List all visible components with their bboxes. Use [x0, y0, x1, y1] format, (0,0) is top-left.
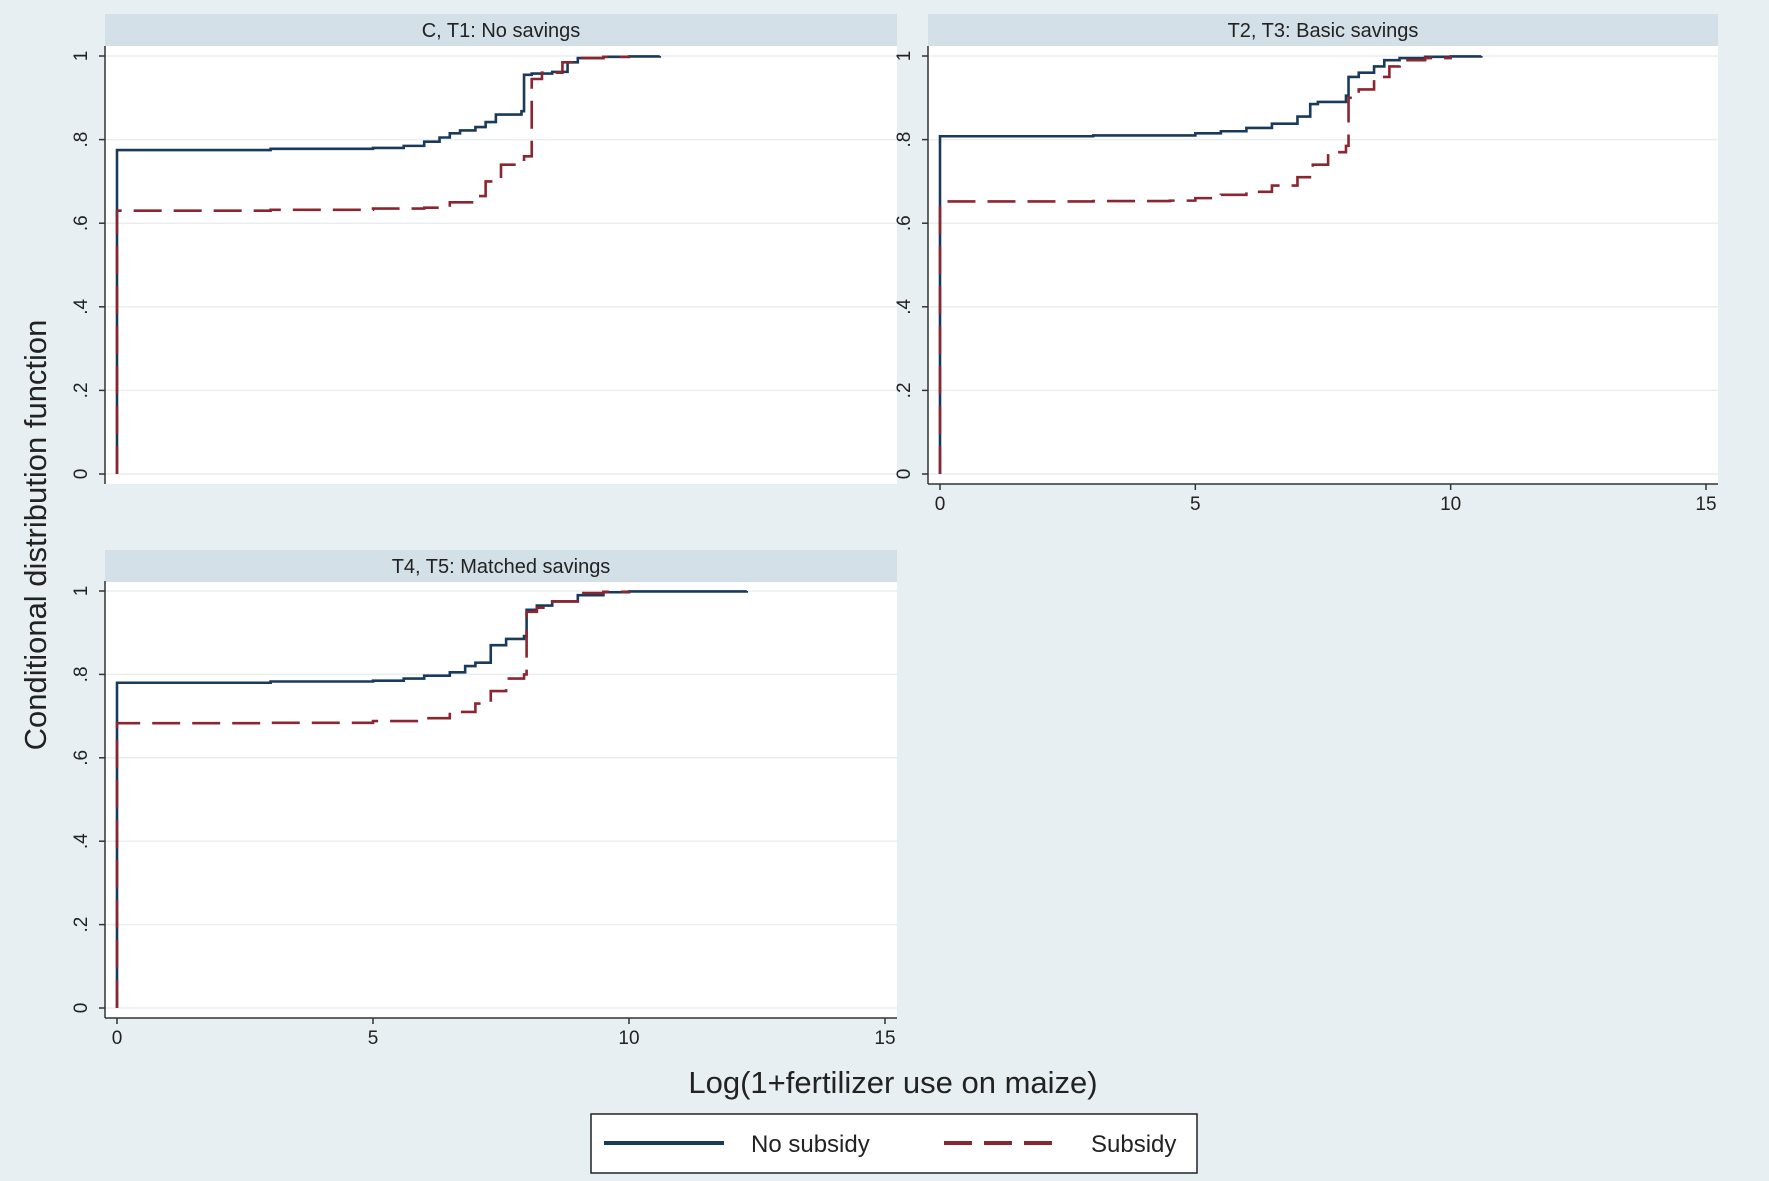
series-line-subsidy: [115, 590, 631, 1008]
y-tick-label: 0: [71, 469, 92, 480]
y-tick-label: .4: [71, 298, 92, 314]
legend: No subsidy Subsidy: [590, 1113, 1198, 1174]
series-line-no-subsidy: [938, 55, 1483, 474]
x-axis-label: Log(1+fertilizer use on maize): [688, 1065, 1097, 1100]
plot-area: [928, 46, 1718, 484]
panel-title-strip: [105, 550, 897, 582]
panel-title: C, T1: No savings: [422, 20, 581, 42]
x-tick-label: 5: [368, 1028, 379, 1049]
x-tick-label: 10: [1440, 494, 1461, 515]
series-line-no-subsidy: [115, 590, 749, 1008]
panels: C, T1: No savings 0 .2 .4 .6 .8 1 T2, T3: Basic…: [71, 14, 1718, 1049]
x-tick-label: 5: [1190, 494, 1201, 515]
y-tick-label: .8: [894, 132, 915, 148]
y-tick-label: .8: [71, 666, 92, 682]
y-tick-label: .8: [71, 132, 92, 148]
plot-area: [105, 46, 897, 484]
y-tick-label: .6: [71, 750, 92, 766]
legend-label-no-subsidy: No subsidy: [751, 1131, 870, 1158]
y-tick-label: .4: [71, 833, 92, 849]
x-tick-label: 0: [112, 1028, 123, 1049]
y-tick-label: .6: [71, 215, 92, 231]
y-axis-label: Conditional distribution function: [18, 320, 53, 751]
x-tick-label: 15: [1695, 494, 1716, 515]
y-tick-label: .2: [894, 382, 915, 398]
x-tick-label: 15: [874, 1028, 895, 1049]
x-tick-label: 10: [618, 1028, 639, 1049]
series-line-no-subsidy: [115, 55, 662, 474]
panel-title-strip: [105, 14, 897, 46]
y-tick-label: 1: [71, 586, 92, 597]
panel-title-strip: [928, 14, 1718, 46]
series-line-subsidy: [115, 55, 631, 474]
panel-title: T4, T5: Matched savings: [392, 556, 611, 578]
x-tick-label: 0: [935, 494, 946, 515]
plot-area: [105, 582, 897, 1018]
y-tick-label: .6: [894, 215, 915, 231]
y-tick-label: 0: [894, 469, 915, 480]
legend-label-subsidy: Subsidy: [1091, 1131, 1176, 1158]
y-tick-label: 1: [894, 51, 915, 62]
series-line-subsidy: [938, 56, 1452, 474]
y-tick-label: .2: [71, 917, 92, 933]
y-tick-label: 0: [71, 1003, 92, 1014]
panel-title: T2, T3: Basic savings: [1228, 20, 1419, 42]
panel-1: C, T1: No savings 0 .2 .4 .6 .8 1: [71, 14, 897, 484]
y-tick-label: 1: [71, 51, 92, 62]
y-tick-label: .2: [71, 382, 92, 398]
y-tick-label: .4: [894, 298, 915, 314]
